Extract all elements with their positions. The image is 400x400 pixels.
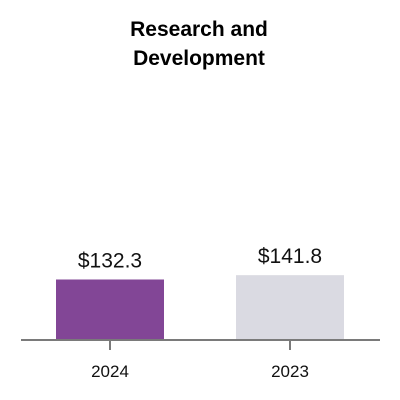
bar-2024 xyxy=(56,279,164,340)
bars-layer: $132.3 $141.8 xyxy=(56,245,344,340)
bar-2023 xyxy=(236,275,344,340)
chart-title-line-2: Development xyxy=(133,47,265,70)
value-label-2023: $141.8 xyxy=(258,245,322,268)
tick-label-2023: 2023 xyxy=(271,362,309,381)
tick-label-2024: 2024 xyxy=(91,362,129,381)
chart-title-line-1: Research and xyxy=(130,18,268,41)
value-label-2024: $132.3 xyxy=(78,250,142,273)
ticks-layer: 2024 2023 xyxy=(91,340,309,381)
